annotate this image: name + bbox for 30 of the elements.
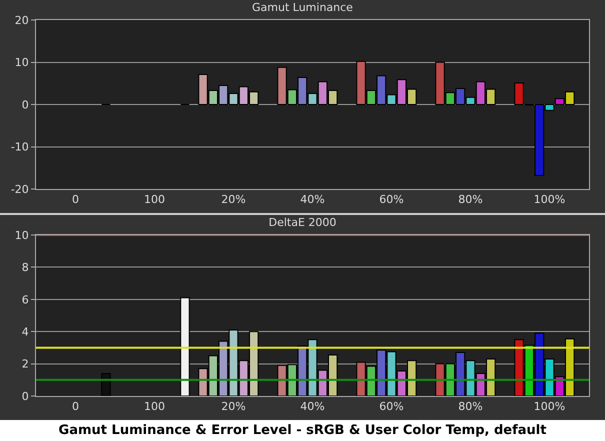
x-tick-label: 60%: [379, 193, 404, 206]
y-tick-label: 20: [14, 14, 29, 27]
x-tick-label: 40%: [300, 193, 325, 206]
y-tick-label: -10: [10, 140, 29, 154]
y-tick-label: 2: [22, 358, 29, 371]
x-tick-label: 100%: [534, 193, 566, 206]
y-tick-label: 10: [14, 228, 29, 242]
y-tick-label: 6: [22, 293, 29, 306]
x-tick-label: 20%: [221, 193, 246, 206]
x-tick-label: 0: [72, 400, 79, 414]
y-tick-label: -20: [10, 182, 29, 196]
bar: [101, 372, 111, 396]
x-tick-label: 100: [144, 193, 165, 206]
x-tick-label: 60%: [379, 400, 404, 414]
x-tick-label: 100%: [534, 400, 566, 414]
y-tick-label: 4: [22, 325, 29, 338]
x-tick-label: 40%: [300, 400, 325, 414]
y-tick-label: 10: [14, 56, 29, 70]
x-tick-label: 100: [144, 400, 165, 414]
y-tick-label: 8: [22, 261, 29, 274]
chart-title: DeltaE 2000: [268, 216, 336, 229]
x-tick-label: 80%: [458, 400, 483, 414]
x-tick-label: 80%: [458, 193, 483, 206]
y-tick-label: 0: [22, 98, 29, 112]
text: Gamut Luminance & Error Level - sRGB & User Color Temp, default: [58, 422, 548, 440]
bar: [180, 297, 190, 396]
chart-title: Gamut Luminance: [252, 0, 354, 14]
x-tick-label: 20%: [221, 400, 246, 414]
x-tick-label: 0: [72, 193, 79, 206]
y-tick-label: 0: [22, 390, 29, 403]
